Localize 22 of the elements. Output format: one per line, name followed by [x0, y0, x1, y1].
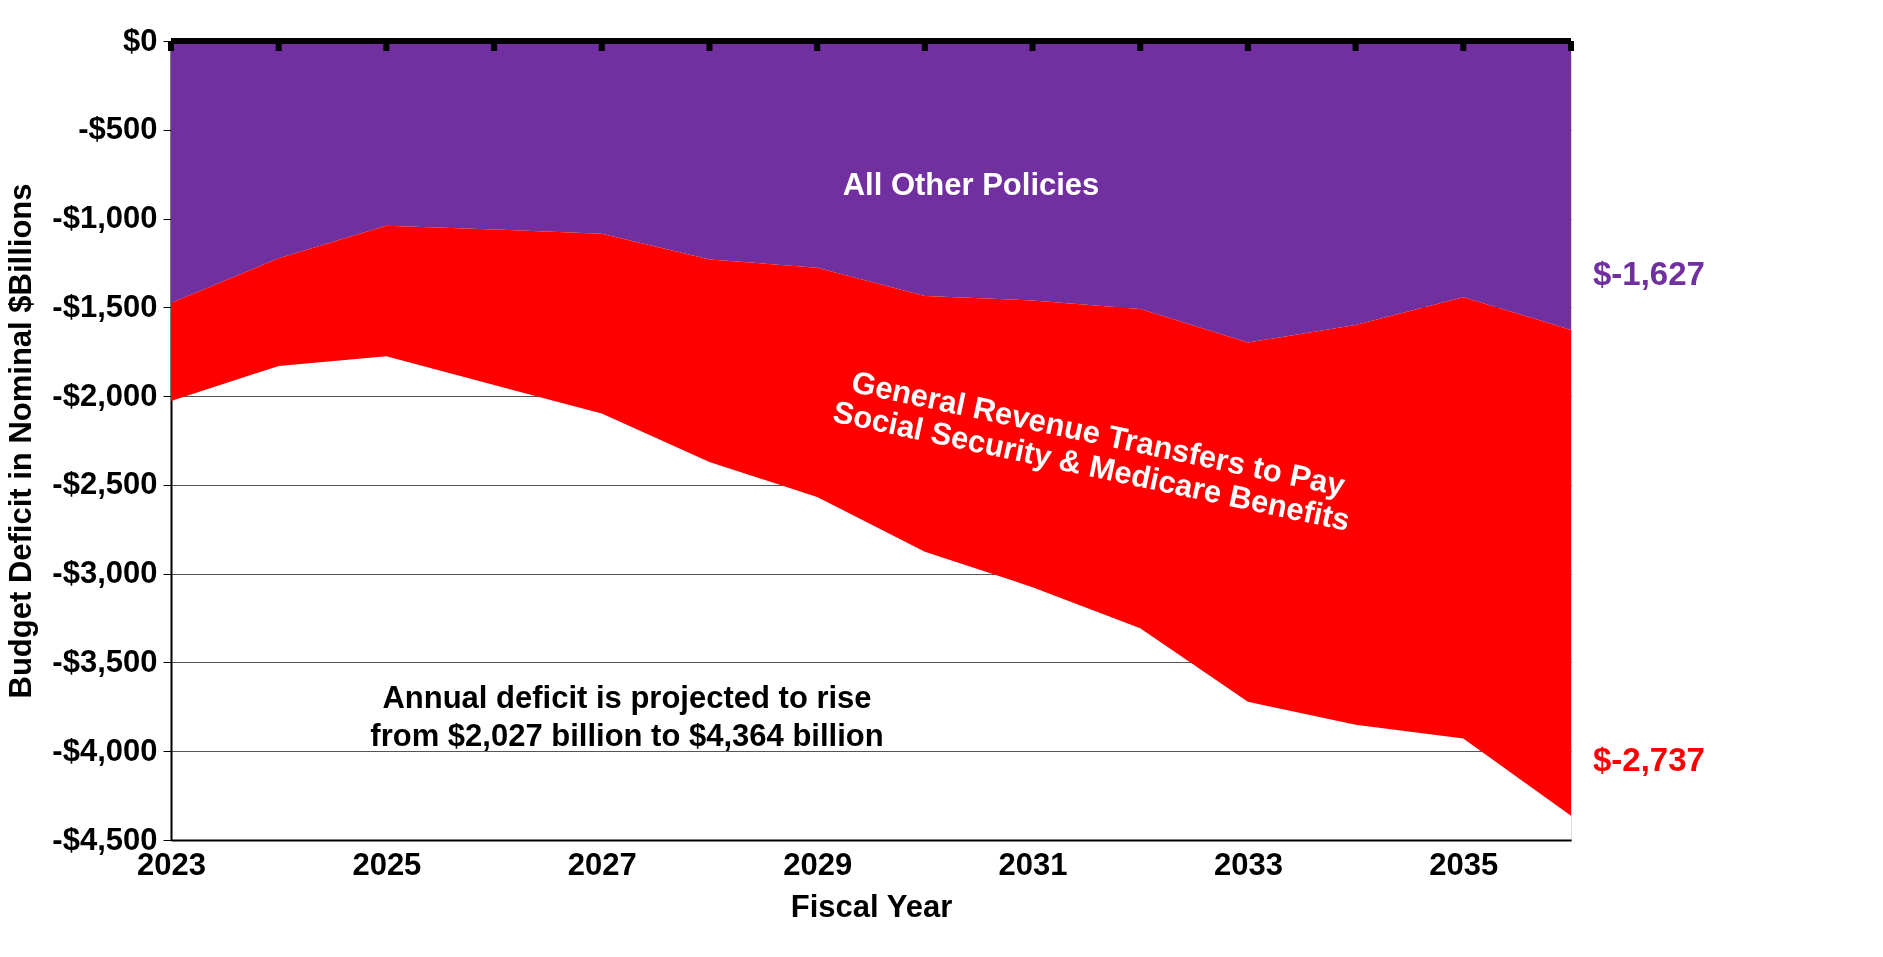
- data-label: $-1,627: [1593, 254, 1705, 292]
- y-tick-label: -$3,500: [52, 643, 158, 679]
- x-tick-label: 2027: [567, 846, 637, 882]
- y-tick-label: -$1,500: [52, 288, 158, 324]
- series-label: All Other Policies: [842, 167, 1100, 202]
- x-tick-label: 2029: [783, 846, 853, 882]
- series-label: General Revenue Transfers to Pay Social Security & Medicare Benefits: [829, 364, 1353, 538]
- y-tick-label: -$2,500: [52, 466, 158, 502]
- y-tick-label: -$2,000: [52, 377, 158, 413]
- x-tick-label: 2033: [1213, 846, 1283, 882]
- x-axis-title: Fiscal Year: [790, 888, 953, 924]
- data-label: $-2,737: [1593, 740, 1705, 778]
- y-tick-label: -$1,000: [52, 200, 158, 236]
- y-tick-label: -$500: [78, 111, 158, 147]
- y-axis-title: Budget Deficit in Nominal $Billions: [3, 183, 39, 699]
- y-tick-label: -$4,000: [52, 732, 158, 768]
- x-tick-label: 2031: [998, 846, 1068, 882]
- y-tick-label: $0: [123, 22, 158, 58]
- y-tick-label: -$3,000: [52, 555, 158, 591]
- annotation: Annual deficit is projected to rise from $2,027 billion to $4,364 billion: [370, 680, 884, 753]
- x-tick-label: 2035: [1429, 846, 1499, 882]
- x-tick-label: 2025: [352, 846, 422, 882]
